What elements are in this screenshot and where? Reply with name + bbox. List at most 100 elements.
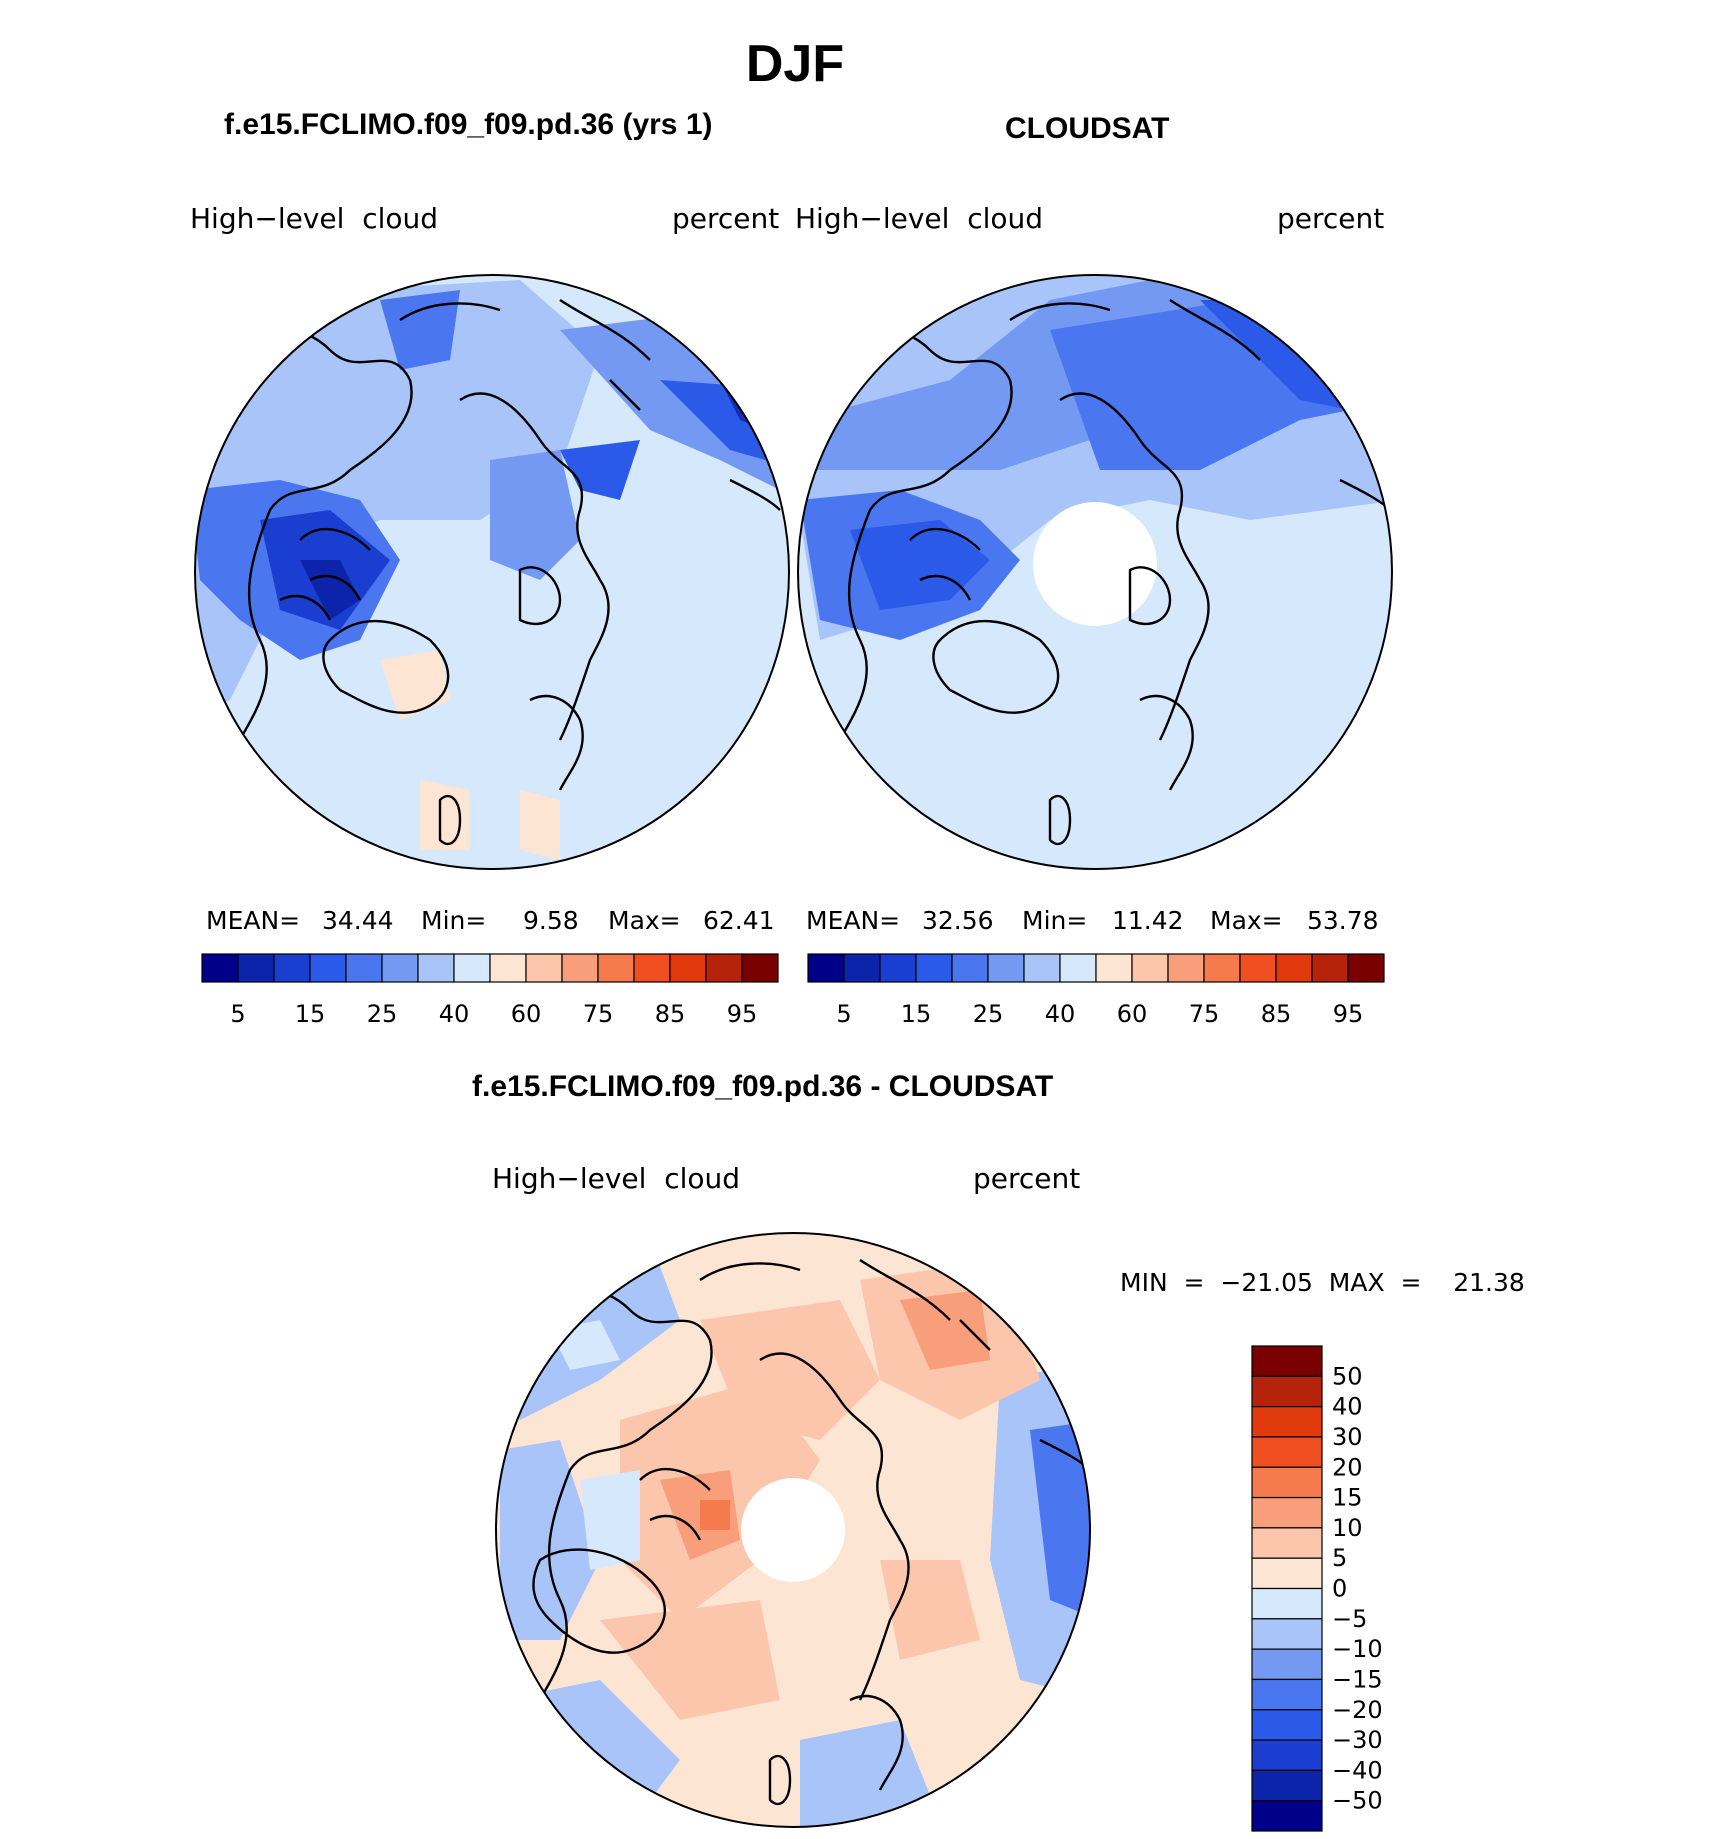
cb-diff-tick-label: 0 xyxy=(1332,1575,1347,1603)
colorbar-model: 5 15 25 40 60 75 85 95 xyxy=(201,953,779,1028)
cb-diff-swatch-2 xyxy=(1251,1739,1323,1771)
cb-cloudsat-swatch-15 xyxy=(1347,953,1385,983)
cb-diff-swatch-14 xyxy=(1251,1375,1323,1408)
figure-title: DJF xyxy=(745,35,845,93)
cb-model-swatch-8 xyxy=(489,953,527,983)
panel1-min-value: 9.58 xyxy=(523,906,579,935)
panel3-units-label: percent xyxy=(973,1162,1081,1195)
cb-cloudsat-swatch-8 xyxy=(1095,953,1133,983)
cb-diff-swatch-6 xyxy=(1251,1618,1323,1650)
cb-diff-tick-label: −40 xyxy=(1332,1756,1383,1784)
cb-cloudsat-swatch-2 xyxy=(879,953,917,983)
cb-diff-tick-label: −30 xyxy=(1332,1726,1383,1754)
cb-model-swatch-7 xyxy=(453,953,491,983)
cb-model-swatch-0 xyxy=(201,953,239,983)
cb-cloudsat-tick-label: 75 xyxy=(1189,1000,1220,1028)
cb-cloudsat-tick-label: 40 xyxy=(1045,1000,1076,1028)
cb-cloudsat-swatch-3 xyxy=(915,953,953,983)
panel3-min-max-text: MIN = −21.05 MAX = 21.38 xyxy=(1120,1268,1525,1297)
panel1-units-label: percent xyxy=(672,202,780,235)
cb-diff-tick-label: −15 xyxy=(1332,1665,1383,1693)
panel1-mean-value: 34.44 xyxy=(322,906,394,935)
coastlines-3 xyxy=(529,1259,1090,1806)
cb-cloudsat-swatch-9 xyxy=(1131,953,1169,983)
cb-model-tick-label: 75 xyxy=(583,1000,614,1028)
cb-model-tick-label: 15 xyxy=(295,1000,326,1028)
cb-cloudsat-tick-label: 95 xyxy=(1333,1000,1364,1028)
panel2-min-label: Min= xyxy=(1022,906,1088,935)
cb-diff-tick-label: −5 xyxy=(1332,1605,1367,1633)
cb-diff-swatch-13 xyxy=(1251,1406,1323,1438)
cb-diff-tick-label: −50 xyxy=(1332,1787,1383,1815)
cb-diff-swatch-12 xyxy=(1251,1436,1323,1468)
cb-model-swatch-11 xyxy=(597,953,635,983)
map-model-high-cloud xyxy=(194,274,790,870)
panel2-mean-label: MEAN= xyxy=(806,906,901,935)
cb-cloudsat-swatch-10 xyxy=(1167,953,1205,983)
cb-model-swatch-6 xyxy=(417,953,455,983)
cb-cloudsat-tick-label: 5 xyxy=(836,1000,851,1028)
cb-cloudsat-tick-label: 25 xyxy=(973,1000,1004,1028)
cb-diff-tick-label: 40 xyxy=(1332,1393,1363,1421)
panel2-max-label: Max= xyxy=(1210,906,1283,935)
cb-diff-tick-label: 50 xyxy=(1332,1362,1363,1390)
cb-model-swatch-13 xyxy=(669,953,707,983)
cb-diff-tick-label: 5 xyxy=(1332,1544,1347,1572)
cb-diff-swatch-7 xyxy=(1251,1587,1323,1620)
cb-model-swatch-4 xyxy=(345,953,383,983)
cb-model-tick-label: 5 xyxy=(230,1000,245,1028)
coastlines-1 xyxy=(229,299,781,846)
cb-diff-swatch-10 xyxy=(1251,1496,1323,1529)
cb-model-swatch-12 xyxy=(633,953,671,983)
cb-model-tick-label: 85 xyxy=(655,1000,686,1028)
cb-diff-tick-label: 15 xyxy=(1332,1484,1363,1512)
panel2-min-value: 11.42 xyxy=(1112,906,1184,935)
cb-diff-tick-label: 10 xyxy=(1332,1514,1363,1542)
cb-model-tick-label: 95 xyxy=(727,1000,758,1028)
cb-cloudsat-swatch-12 xyxy=(1239,953,1277,983)
cb-diff-tick-label: 20 xyxy=(1332,1453,1363,1481)
cb-diff-swatch-4 xyxy=(1251,1678,1323,1711)
bottom-panel-title: f.e15.FCLIMO.f09_f09.pd.36 - CLOUDSAT xyxy=(472,1070,1054,1103)
cb-cloudsat-swatch-4 xyxy=(951,953,989,983)
cb-diff-swatch-11 xyxy=(1251,1466,1323,1499)
cb-model-tick-label: 60 xyxy=(511,1000,542,1028)
cb-cloudsat-tick-label: 85 xyxy=(1261,1000,1292,1028)
cb-model-tick-label: 25 xyxy=(367,1000,398,1028)
cb-cloudsat-swatch-6 xyxy=(1023,953,1061,983)
cb-model-swatch-14 xyxy=(705,953,743,983)
cb-diff-swatch-5 xyxy=(1251,1648,1323,1681)
panel1-min-label: Min= xyxy=(421,906,487,935)
panel1-max-value: 62.41 xyxy=(703,906,775,935)
cb-diff-swatch-3 xyxy=(1251,1709,1323,1741)
cb-cloudsat-swatch-11 xyxy=(1203,953,1241,983)
panel1-variable-label: High−level cloud xyxy=(190,202,439,235)
panel1-mean-label: MEAN= xyxy=(206,906,301,935)
cb-model-swatch-9 xyxy=(525,953,563,983)
cb-diff-swatch-9 xyxy=(1251,1527,1323,1559)
panel2-max-value: 53.78 xyxy=(1307,906,1379,935)
cb-model-swatch-5 xyxy=(381,953,419,983)
panel1-title: f.e15.FCLIMO.f09_f09.pd.36 (yrs 1) xyxy=(224,108,713,141)
cb-diff-swatch-0 xyxy=(1251,1800,1323,1832)
cb-cloudsat-swatch-7 xyxy=(1059,953,1097,983)
panel2-title: CLOUDSAT xyxy=(1005,112,1170,145)
map-difference-high-cloud xyxy=(495,1232,1091,1828)
cb-model-tick-label: 40 xyxy=(439,1000,470,1028)
panel2-variable-label: High−level cloud xyxy=(795,202,1044,235)
panel2-units-label: percent xyxy=(1277,202,1385,235)
cb-cloudsat-swatch-14 xyxy=(1311,953,1349,983)
cb-model-swatch-15 xyxy=(741,953,779,983)
panel2-mean-value: 32.56 xyxy=(922,906,994,935)
cb-cloudsat-tick-label: 15 xyxy=(901,1000,932,1028)
cb-model-swatch-3 xyxy=(309,953,347,983)
cb-diff-tick-label: −20 xyxy=(1332,1696,1383,1724)
cb-diff-tick-label: −10 xyxy=(1332,1635,1383,1663)
cb-cloudsat-tick-label: 60 xyxy=(1117,1000,1148,1028)
panel3-variable-label: High−level cloud xyxy=(492,1162,741,1195)
cb-cloudsat-swatch-5 xyxy=(987,953,1025,983)
cb-diff-swatch-1 xyxy=(1251,1769,1323,1802)
colorbar-cloudsat: 5 15 25 40 60 75 85 95 xyxy=(807,953,1385,1028)
